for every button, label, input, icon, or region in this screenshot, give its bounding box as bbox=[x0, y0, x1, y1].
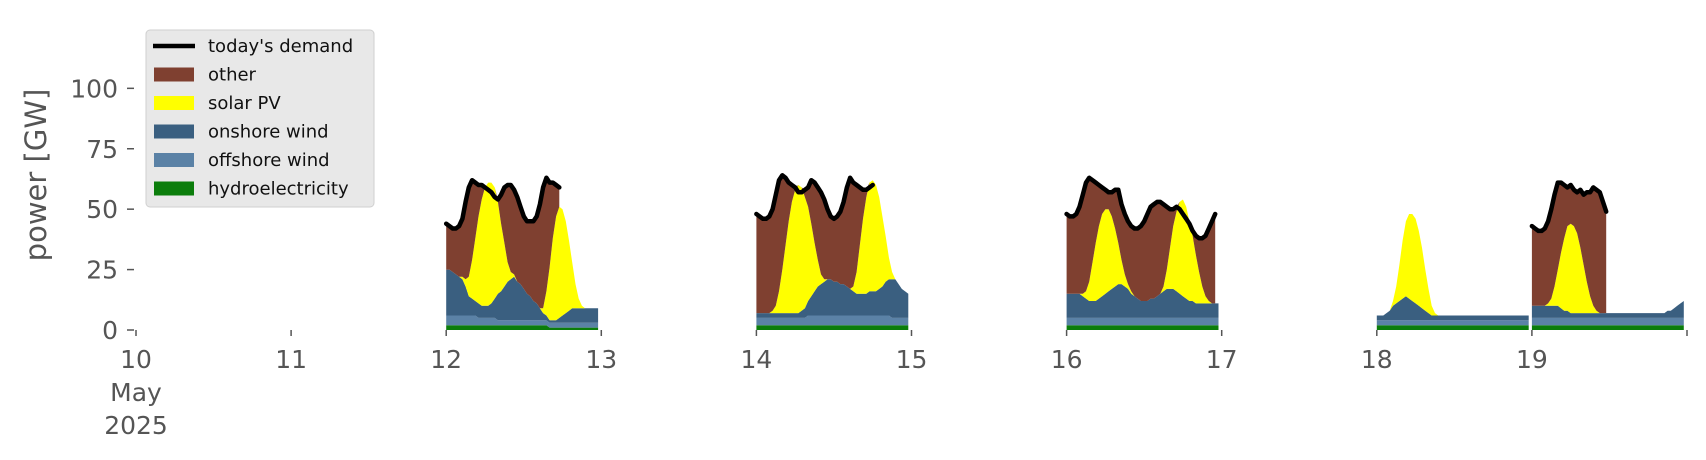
area-other-2025-05-14 bbox=[756, 175, 873, 314]
area-onshore-wind-2025-05-12 bbox=[446, 269, 599, 323]
area-solar-pv-2025-05-18 bbox=[1376, 214, 1529, 316]
legend-label: hydroelectricity bbox=[208, 179, 349, 200]
plot-area bbox=[446, 175, 1684, 330]
x-tick-label: 15 bbox=[896, 345, 928, 374]
legend-swatch-solar-pv bbox=[154, 96, 194, 110]
area-hydroelectricity-2025-05-14 bbox=[756, 325, 909, 330]
legend-label: today's demand bbox=[208, 36, 353, 57]
area-other-2025-05-16 bbox=[1066, 177, 1216, 304]
legend-swatch-offshore-wind bbox=[154, 153, 194, 167]
area-solar-pv-2025-05-14 bbox=[756, 180, 909, 314]
x-tick-sublabel-month: May bbox=[110, 378, 162, 407]
area-hydroelectricity-2025-05-16 bbox=[1066, 325, 1219, 330]
legend-box bbox=[145, 29, 375, 208]
area-hydroelectricity-2025-05-12 bbox=[446, 325, 599, 330]
area-solar-pv-2025-05-19 bbox=[1531, 223, 1684, 314]
legend-label: other bbox=[208, 65, 257, 86]
area-other-2025-05-12 bbox=[446, 177, 560, 309]
x-tick-label: 13 bbox=[585, 345, 617, 374]
area-onshore-wind-2025-05-19 bbox=[1531, 301, 1684, 318]
legend-label: onshore wind bbox=[208, 122, 329, 143]
area-hydroelectricity-2025-05-19 bbox=[1531, 325, 1684, 330]
area-offshore-wind-2025-05-18 bbox=[1376, 320, 1529, 326]
demand-line-2025-05-16 bbox=[1064, 175, 1218, 241]
y-axis: power [GW] 0 25 50 75 100 bbox=[19, 74, 134, 345]
legend-label: offshore wind bbox=[208, 150, 330, 171]
y-tick-label: 0 bbox=[102, 316, 118, 345]
x-tick-label: 11 bbox=[275, 345, 307, 374]
area-offshore-wind-2025-05-14 bbox=[756, 315, 909, 326]
demand-lines bbox=[443, 173, 1609, 241]
x-tick-label: 12 bbox=[430, 345, 462, 374]
x-axis: 10 May 2025 11 12 13 14 15 16 17 18 19 bbox=[104, 330, 1688, 440]
x-tick-sublabel-year: 2025 bbox=[104, 411, 168, 440]
x-tick-label: 10 bbox=[120, 345, 152, 374]
y-tick-label: 100 bbox=[70, 74, 118, 103]
legend-swatch-other bbox=[154, 67, 194, 82]
demand-line-2025-05-14 bbox=[754, 173, 875, 222]
x-tick-label: 19 bbox=[1516, 345, 1548, 374]
area-hydroelectricity-2025-05-18 bbox=[1376, 325, 1529, 330]
area-solar-pv-2025-05-12 bbox=[446, 182, 599, 321]
demand-line-2025-05-19 bbox=[1529, 180, 1609, 234]
area-offshore-wind-2025-05-12 bbox=[446, 315, 599, 328]
area-solar-pv-2025-05-16 bbox=[1066, 199, 1219, 304]
y-tick-label: 75 bbox=[86, 135, 118, 164]
area-onshore-wind-2025-05-14 bbox=[756, 279, 909, 318]
x-tick-label: 18 bbox=[1361, 345, 1393, 374]
legend: today's demand other solar PV onshore wind o… bbox=[145, 29, 375, 208]
y-tick-label: 25 bbox=[86, 256, 118, 285]
x-tick-label: 17 bbox=[1206, 345, 1238, 374]
legend-label: solar PV bbox=[208, 93, 281, 114]
x-tick-label: 14 bbox=[740, 345, 772, 374]
y-tick-label: 50 bbox=[86, 195, 118, 224]
area-offshore-wind-2025-05-16 bbox=[1066, 317, 1219, 326]
x-tick-label: 16 bbox=[1051, 345, 1083, 374]
y-axis-label: power [GW] bbox=[19, 89, 53, 262]
area-onshore-wind-2025-05-18 bbox=[1376, 296, 1529, 321]
demand-line-2025-05-12 bbox=[443, 175, 562, 231]
legend-swatch-onshore-wind bbox=[154, 124, 194, 139]
area-offshore-wind-2025-05-19 bbox=[1531, 317, 1684, 326]
legend-swatch-hydroelectricity bbox=[154, 181, 194, 196]
